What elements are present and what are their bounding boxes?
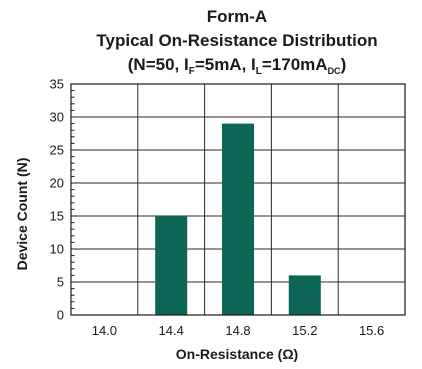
y-tick-label: 0 <box>57 308 64 323</box>
x-tick-label: 15.2 <box>292 323 317 338</box>
subtitle-suffix: ) <box>341 55 347 74</box>
y-tick-label: 25 <box>50 143 64 158</box>
subtitle-sub-l: L <box>256 66 262 77</box>
chart-subtitle-line1: Typical On-Resistance Distribution <box>96 31 377 50</box>
y-tick-label: 15 <box>50 209 64 224</box>
plot-frame <box>70 83 406 316</box>
subtitle-mid: =5mA, I <box>195 55 256 74</box>
x-tick-label: 14.4 <box>159 323 184 338</box>
chart-subtitle-line2: (N=50, IF=5mA, IL=170mADC) <box>128 55 346 77</box>
chart-title: Form-A <box>207 7 267 26</box>
y-tick-label: 30 <box>50 110 64 125</box>
y-tick-label: 20 <box>50 176 64 191</box>
y-tick-label: 5 <box>57 275 64 290</box>
subtitle-mid2: =170mA <box>262 55 328 74</box>
subtitle-prefix: (N=50, I <box>128 55 189 74</box>
bar-14-4 <box>155 216 188 315</box>
y-axis-title: Device Count (N) <box>14 158 30 271</box>
x-axis-title: On-Resistance (Ω) <box>176 346 298 362</box>
y-tick-label: 35 <box>50 77 64 92</box>
x-tick-label: 14.0 <box>92 323 117 338</box>
plot-area: 0 5 10 15 20 25 30 35 14.0 14.4 14.8 15.2 15.6 <box>50 77 406 338</box>
bar-15-2 <box>288 275 321 315</box>
subtitle-sub-dc: DC <box>328 66 341 76</box>
subtitle-sub-f: F <box>189 66 195 77</box>
bar-14-8 <box>221 123 255 315</box>
y-tick-label: 10 <box>50 242 64 257</box>
x-tick-label: 15.6 <box>359 323 384 338</box>
x-tick-label: 14.8 <box>225 323 250 338</box>
